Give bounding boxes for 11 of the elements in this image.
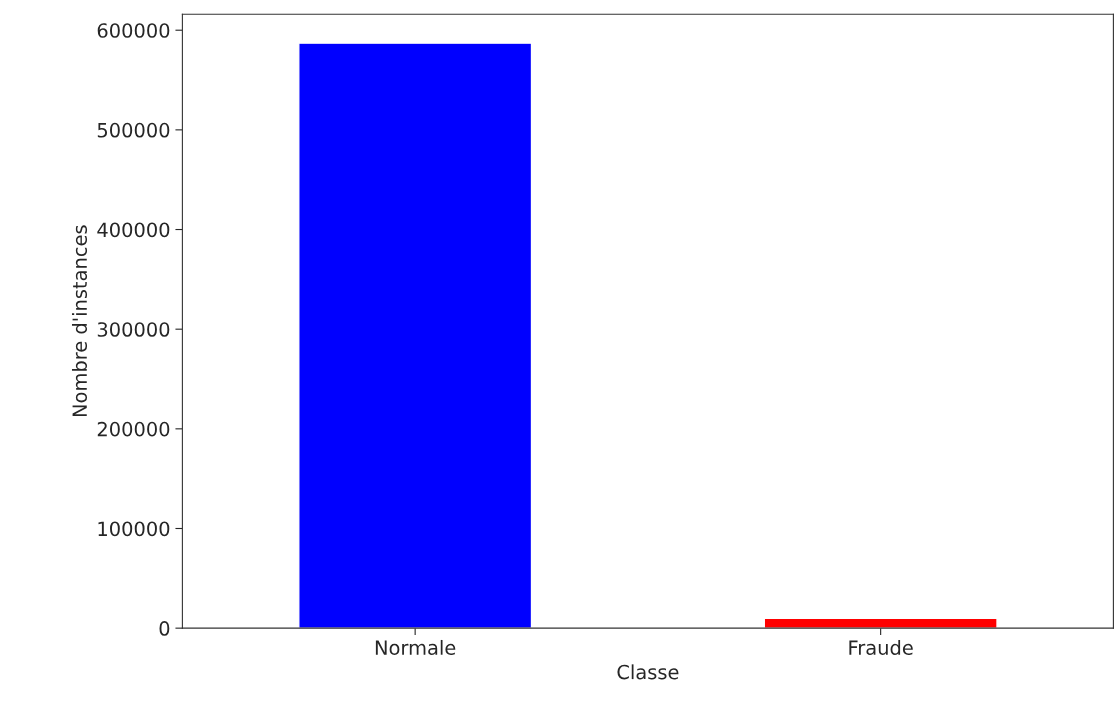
x-tick-label: Fraude xyxy=(849,639,913,656)
x-tick-label: Normale xyxy=(375,639,456,656)
y-tick-label: 200000 xyxy=(97,421,170,437)
x-axis-title: Classe xyxy=(617,664,679,680)
y-tick-label: 400000 xyxy=(97,222,170,238)
y-axis-title: Nombre d'instances xyxy=(71,225,88,417)
y-tick-label: 600000 xyxy=(97,23,170,38)
y-tick-label: 100000 xyxy=(98,521,170,537)
y-tick-label: 0 xyxy=(159,621,170,636)
y-tick-label: 300000 xyxy=(97,322,170,337)
y-tick-label: 500000 xyxy=(97,122,170,138)
